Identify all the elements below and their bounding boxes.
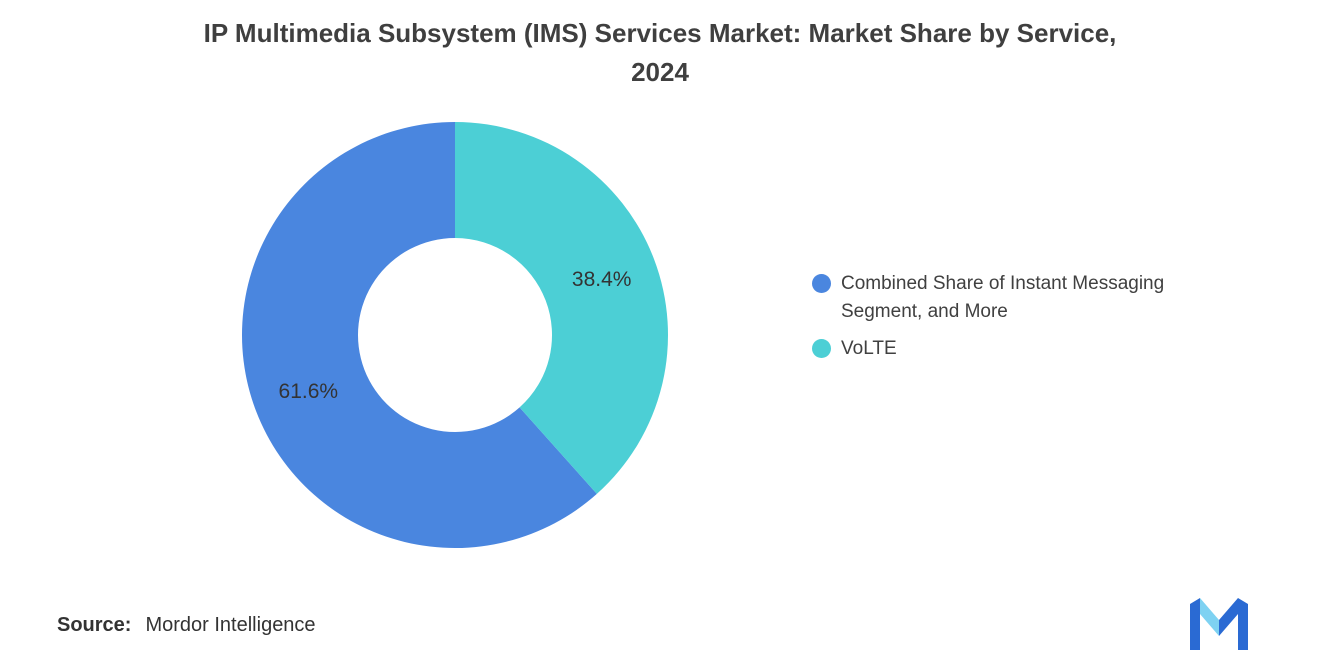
slice-value-label-1: 38.4% — [572, 268, 632, 291]
chart-legend: Combined Share of Instant Messaging Segm… — [812, 270, 1242, 372]
source-attribution: Source: Mordor Intelligence — [57, 614, 316, 637]
chart-title: IP Multimedia Subsystem (IMS) Services M… — [0, 14, 1320, 92]
legend-marker-icon — [812, 339, 831, 358]
legend-item-label: Combined Share of Instant Messaging Segm… — [841, 273, 1165, 322]
mordor-intelligence-logo — [1190, 598, 1248, 650]
slice-value-label-0: 61.6% — [279, 380, 339, 403]
chart-title-line1: IP Multimedia Subsystem (IMS) Services M… — [203, 18, 1117, 48]
legend-item-instant-messaging: Combined Share of Instant Messaging Segm… — [812, 270, 1242, 326]
donut-slice-1 — [455, 122, 668, 494]
source-value: Mordor Intelligence — [145, 614, 316, 636]
chart-title-line2: 2024 — [631, 57, 689, 87]
legend-marker-icon — [812, 274, 831, 293]
legend-item-label: VoLTE — [841, 338, 897, 359]
donut-slice-0 — [241, 122, 597, 548]
legend-item-volte: VoLTE — [812, 335, 1242, 363]
donut-chart: 61.6% 38.4% — [241, 122, 668, 548]
donut-chart-area: 61.6% 38.4% — [240, 120, 670, 550]
source-label: Source: — [57, 614, 132, 636]
